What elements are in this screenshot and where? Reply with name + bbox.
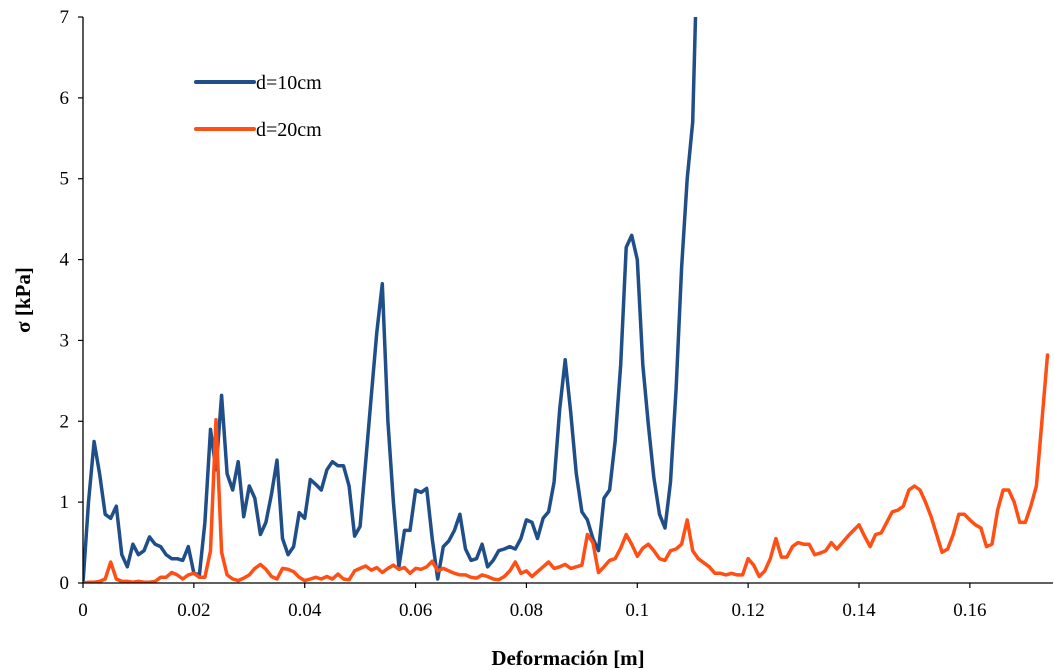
x-tick-label: 0.02	[177, 600, 210, 621]
series-line-2	[83, 353, 1050, 583]
legend: d=10cm d=20cm	[194, 72, 322, 141]
x-axis-title: Deformación [m]	[491, 646, 644, 670]
x-tick-label: 0.04	[288, 600, 322, 621]
y-tick-label: 7	[60, 7, 70, 28]
series-layer	[83, 17, 1050, 583]
y-tick-label: 5	[60, 169, 70, 190]
y-axis-ticks: 0 1 2 3 4 5 6 7	[60, 7, 83, 594]
x-tick-label: 0.12	[732, 600, 765, 621]
legend-label-1: d=10cm	[256, 72, 322, 94]
series-line-1	[83, 17, 698, 583]
y-tick-label: 3	[60, 330, 70, 351]
y-tick-label: 4	[60, 250, 70, 271]
legend-label-2: d=20cm	[256, 119, 322, 141]
y-axis-title: σ [kPa]	[11, 267, 35, 333]
x-axis-ticks: 0 0.02 0.04 0.06 0.08 0.1 0.12 0.14 0.16	[78, 583, 986, 621]
y-tick-label: 1	[60, 492, 70, 513]
x-tick-label: 0.16	[953, 600, 986, 621]
y-tick-label: 0	[60, 573, 70, 594]
x-tick-label: 0	[78, 600, 88, 621]
x-tick-label: 0.06	[399, 600, 432, 621]
y-tick-label: 2	[60, 411, 70, 432]
x-tick-label: 0.14	[842, 600, 876, 621]
x-tick-label: 0.08	[510, 600, 543, 621]
x-tick-label: 0.1	[625, 600, 649, 621]
y-tick-label: 6	[60, 88, 70, 109]
